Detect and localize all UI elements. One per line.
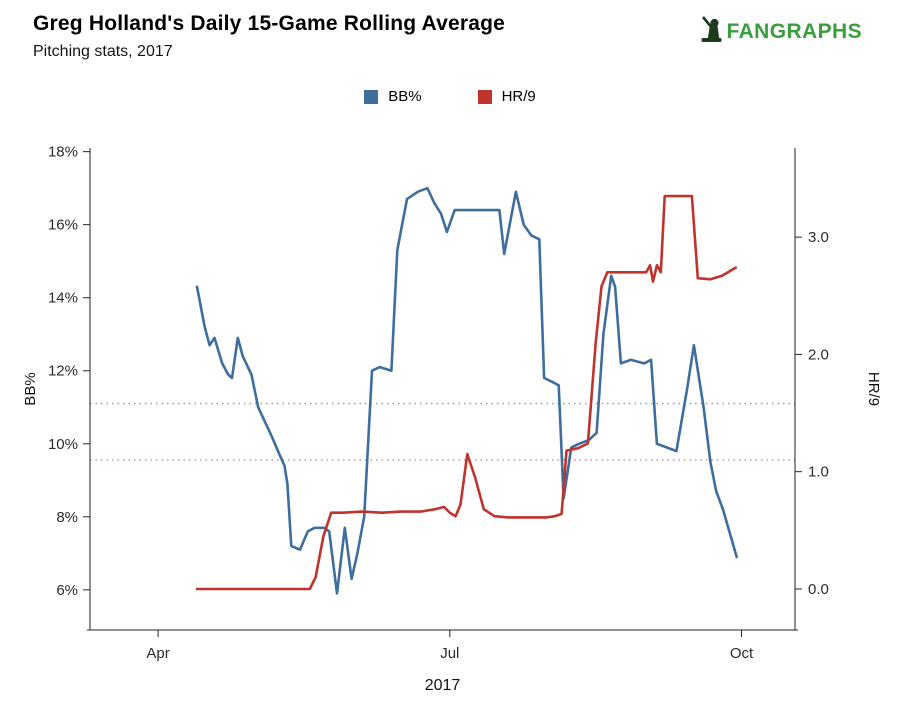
right-tick-label: 2.0 xyxy=(808,346,829,363)
right-axis-title: HR/9 xyxy=(865,372,882,406)
fangraphs-logo: FANGRAPHS xyxy=(700,16,862,42)
legend-swatch xyxy=(364,89,379,104)
left-tick-label: 8% xyxy=(56,509,78,526)
chart-header: Greg Holland's Daily 15-Game Rolling Ave… xyxy=(33,12,505,61)
left-axis-title: BB% xyxy=(22,372,39,405)
legend-label: BB% xyxy=(388,88,422,105)
fangraphs-batter-icon xyxy=(701,16,722,42)
left-tick-label: 16% xyxy=(48,217,78,234)
series-line-bb xyxy=(195,186,739,595)
x-axis-title: 2017 xyxy=(425,677,461,694)
chart-legend: BB% HR/9 xyxy=(0,88,900,105)
x-tick-label: Apr xyxy=(146,645,169,662)
legend-item-hr9: HR/9 xyxy=(477,88,536,105)
legend-item-bb: BB% xyxy=(364,88,422,105)
page-title: Greg Holland's Daily 15-Game Rolling Ave… xyxy=(33,12,506,35)
left-tick-label: 10% xyxy=(48,436,78,453)
left-tick-label: 14% xyxy=(48,290,78,307)
fangraphs-wordmark: FANGRAPHS xyxy=(726,20,862,43)
legend-swatch xyxy=(477,89,492,104)
right-tick-label: 0.0 xyxy=(808,581,829,598)
x-tick-label: Jul xyxy=(440,645,459,662)
right-tick-label: 3.0 xyxy=(808,229,829,246)
right-tick-label: 1.0 xyxy=(808,464,829,481)
x-tick-label: Oct xyxy=(730,645,754,662)
page-subtitle: Pitching stats, 2017 xyxy=(33,43,173,60)
series-line-hr9 xyxy=(195,194,738,591)
left-tick-label: 18% xyxy=(48,144,78,161)
legend-label: HR/9 xyxy=(501,88,536,105)
left-tick-label: 6% xyxy=(56,582,78,599)
left-tick-label: 12% xyxy=(48,363,78,380)
